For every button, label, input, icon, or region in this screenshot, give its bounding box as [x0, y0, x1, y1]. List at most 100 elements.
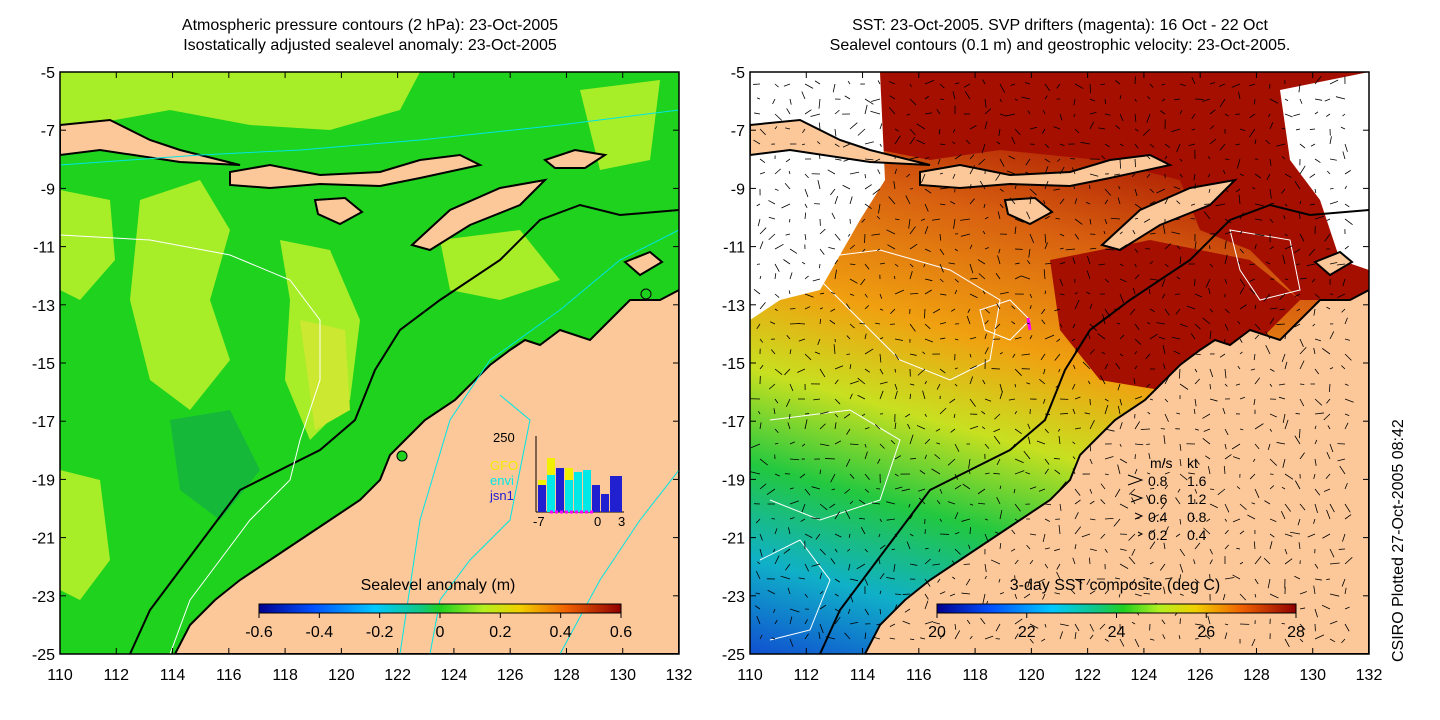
velocity-arrow: [818, 122, 821, 130]
velocity-arrow: [1231, 83, 1241, 88]
velocity-arrow: [1269, 593, 1279, 599]
velocity-arrow: [1072, 257, 1076, 265]
velocity-arrow: [830, 188, 836, 196]
velocity-arrow: [774, 308, 778, 312]
velocity-arrow: [1314, 439, 1318, 445]
velocity-arrow: [1194, 353, 1201, 356]
velocity-arrow: [924, 226, 929, 235]
velocity-arrow: [847, 608, 851, 615]
velocity-arrow: [1041, 638, 1046, 642]
velocity-arrow: [819, 604, 827, 610]
velocity-arrow: [789, 383, 794, 392]
velocity-arrow: [1104, 218, 1108, 225]
velocity-arrow: [1161, 98, 1166, 102]
velocity-arrow: [1329, 548, 1335, 558]
velocity-arrow: [1239, 396, 1246, 400]
velocity-arrow: [750, 471, 761, 475]
velocity-arrow: [787, 422, 791, 430]
velocity-arrow: [1014, 185, 1017, 190]
velocity-arrow: [849, 122, 858, 130]
velocity-arrow: [789, 272, 793, 280]
velocity-arrow: [939, 143, 946, 146]
velocity-arrow: [993, 428, 1001, 433]
velocity-arrow: [887, 244, 896, 250]
velocity-arrow: [996, 458, 1001, 466]
velocity-arrow: [1133, 378, 1136, 385]
velocity-arrow: [999, 203, 1004, 209]
velocity-arrow: [1175, 308, 1181, 315]
velocity-arrow: [1026, 544, 1031, 550]
velocity-arrow: [1176, 143, 1181, 153]
velocity-arrow: [1340, 126, 1346, 130]
velocity-arrow: [1209, 125, 1215, 130]
velocity-arrow: [1115, 80, 1121, 85]
velocity-arrow: [1309, 173, 1316, 179]
velocity-arrow: [789, 98, 792, 105]
y-tick-label: -11: [33, 240, 55, 257]
velocity-arrow: [847, 233, 851, 237]
velocity-arrow: [1326, 306, 1331, 310]
velocity-arrow: [1036, 578, 1046, 584]
colorbar-tick-label: -0.4: [306, 624, 334, 641]
velocity-arrow: [1269, 368, 1275, 372]
velocity-arrow: [1321, 604, 1331, 610]
velocity-arrow: [1074, 218, 1083, 225]
velocity-arrow: [1065, 248, 1076, 251]
velocity-arrow: [1209, 559, 1213, 565]
velocity-arrow: [1341, 638, 1346, 644]
velocity-arrow: [1072, 456, 1076, 460]
velocity-arrow: [1038, 488, 1046, 492]
velocity-arrow: [864, 427, 870, 430]
velocity-arrow: [1326, 398, 1331, 404]
legend-row-2: 0.4 0.8: [1134, 509, 1207, 525]
velocity-arrow: [774, 368, 783, 376]
velocity-arrow: [1044, 563, 1049, 569]
velocity-arrow: [789, 608, 800, 613]
velocity-arrow: [1059, 247, 1064, 250]
velocity-arrow: [849, 380, 859, 385]
velocity-arrow: [1222, 407, 1226, 415]
plot-credit: CSIRO Plotted 27-Oct-2005 08:42: [1390, 419, 1407, 662]
velocity-arrow: [1239, 231, 1243, 235]
velocity-arrow: [829, 503, 836, 509]
velocity-arrow: [819, 503, 828, 511]
velocity-arrow: [999, 383, 1003, 392]
velocity-arrow: [1202, 317, 1211, 325]
velocity-arrow: [1202, 98, 1211, 102]
y-tick-label: -25: [722, 647, 745, 664]
velocity-arrow: [799, 473, 806, 479]
velocity-arrow: [1294, 435, 1301, 445]
velocity-arrow: [754, 112, 761, 115]
velocity-arrow: [1337, 458, 1346, 462]
histogram-bar: [565, 480, 573, 512]
australia-landmass: [173, 288, 679, 654]
velocity-arrow: [864, 451, 868, 460]
velocity-arrow: [819, 307, 823, 310]
velocity-arrow: [1134, 274, 1140, 280]
inset-ymax-label: 250: [493, 430, 515, 445]
velocity-arrow: [774, 473, 780, 477]
velocity-arrow: [1026, 260, 1031, 265]
velocity-arrow: [1074, 512, 1079, 520]
velocity-arrow: [936, 109, 941, 115]
velocity-arrow: [1089, 488, 1093, 494]
velocity-arrow: [906, 113, 911, 116]
velocity-arrow: [996, 496, 1001, 505]
histogram-bar: [538, 480, 546, 485]
velocity-arrow: [961, 592, 971, 595]
velocity-arrow: [1284, 419, 1289, 430]
velocity-arrow: [1329, 79, 1339, 85]
velocity-arrow: [759, 422, 762, 430]
velocity-arrow: [1104, 548, 1108, 553]
velocity-arrow: [1232, 456, 1241, 460]
velocity-arrow: [1011, 305, 1016, 310]
velocity-arrow: [1014, 428, 1022, 435]
velocity-arrow: [1329, 262, 1338, 265]
velocity-arrow: [894, 486, 903, 490]
velocity-arrow: [879, 308, 884, 311]
velocity-arrow: [1014, 383, 1017, 388]
velocity-arrow: [1115, 577, 1121, 580]
velocity-arrow: [948, 262, 956, 265]
velocity-arrow: [1179, 83, 1186, 87]
velocity-arrow: [844, 632, 851, 640]
